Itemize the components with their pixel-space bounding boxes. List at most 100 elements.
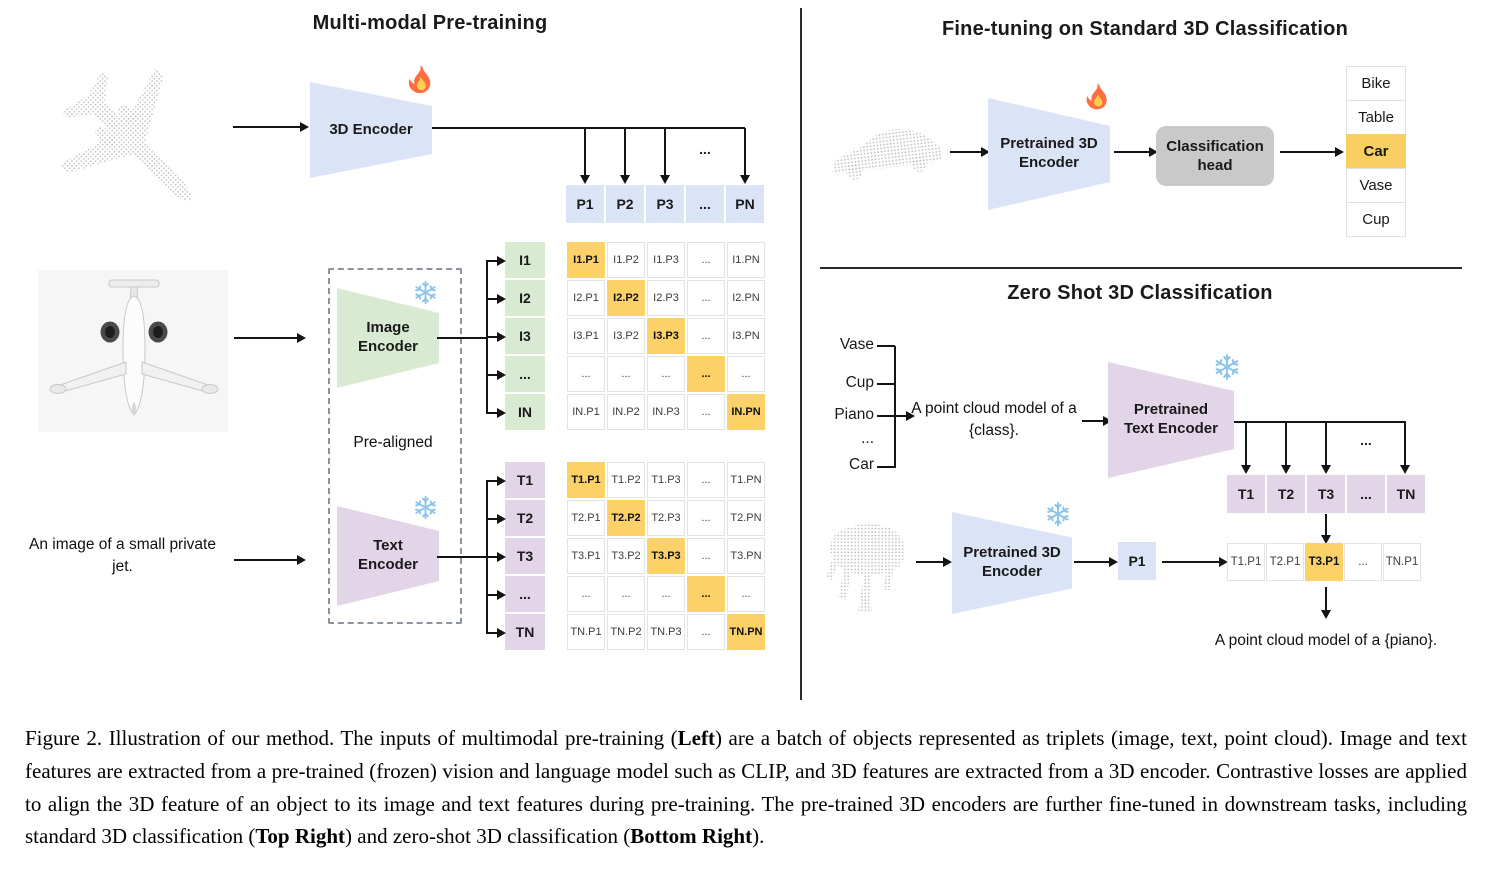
caption-segment: ) and zero-shot 3D classification ( [345, 824, 631, 849]
car-point-cloud [832, 128, 943, 180]
arrow-classes-to-prompt [877, 411, 915, 421]
arrow-to-p2 [620, 128, 630, 184]
t-cell-5: TN [1387, 475, 1425, 513]
t-cell-2: T2 [1267, 475, 1305, 513]
text-matrix-cell-r2c4: ... [687, 500, 725, 536]
airplane-point-cloud [58, 67, 192, 201]
image-label-3: I3 [505, 318, 545, 354]
zeroshot-class-4: ... [861, 430, 874, 447]
text-label-2: T2 [505, 500, 545, 536]
p-cell-4: ... [686, 185, 724, 223]
pre-aligned-label: Pre-aligned [353, 434, 433, 451]
image-matrix-cell-r5c5: IN.PN [727, 394, 765, 430]
result-cell-4: ... [1344, 543, 1382, 581]
image-matrix-cell-r1c4: ... [687, 242, 725, 278]
result-cell-5: TN.P1 [1383, 543, 1421, 581]
result-cell-1: T1.P1 [1227, 543, 1265, 581]
image-encoder-output-line [437, 337, 487, 339]
text-matrix-cell-r1c4: ... [687, 462, 725, 498]
image-matrix-cell-r5c4: ... [687, 394, 725, 430]
arrow-pointcloud-to-3d-encoder [233, 122, 309, 132]
text-point-similarity-matrix: T1.P1 T1.P2 T1.P3... T1.PN T2.P1 T2.P2 T2.P3..… [567, 462, 765, 650]
class-option-4: Vase [1346, 168, 1406, 203]
pretrained-3d-encoder-ft-label: Pretrained 3D Encoder [1000, 135, 1098, 171]
zeroshot-title: Zero Shot 3D Classification [1007, 282, 1273, 304]
text-matrix-cell-r1c2: T1.P2 [607, 462, 645, 498]
text-matrix-cell-r3c5: T3.PN [727, 538, 765, 574]
class-option-5: Cup [1346, 202, 1406, 237]
bracket-arrow-10 [486, 628, 506, 638]
t-cell-3: T3 [1307, 475, 1345, 513]
text-matrix-cell-r1c1: T1.P1 [567, 462, 605, 498]
zeroshot-class-5: Car [849, 456, 874, 473]
arrow-prompt-to-text-encoder [1082, 416, 1112, 426]
class-option-2: Table [1346, 100, 1406, 135]
arrow-encoder-to-head [1114, 147, 1158, 157]
p1-cell: P1 [1118, 542, 1156, 580]
bracket-arrow-1 [486, 256, 506, 266]
text-label-3: T3 [505, 538, 545, 574]
image-matrix-cell-r2c4: ... [687, 280, 725, 316]
text-matrix-cell-r2c3: T2.P3 [647, 500, 685, 536]
image-matrix-cell-r3c3: I3.P3 [647, 318, 685, 354]
image-label-4: ... [505, 356, 545, 392]
text-encoder-output-line-zs [1234, 421, 1406, 423]
bracket-arrow-6 [486, 476, 506, 486]
arrow-result-to-text [1321, 587, 1331, 619]
t-cell-1: T1 [1227, 475, 1265, 513]
arrow-to-pn [740, 128, 750, 184]
image-point-similarity-matrix: I1.P1 I1.P2 I1.P3... I1.PN I2.P1 I2.P2 I2.P3..… [567, 242, 765, 430]
bracket-arrow-3 [486, 332, 506, 342]
text-matrix-cell-r2c1: T2.P1 [567, 500, 605, 536]
bracket-arrow-2 [486, 294, 506, 304]
text-matrix-cell-r1c3: T1.P3 [647, 462, 685, 498]
p-cell-5: PN [726, 185, 764, 223]
image-label-2: I2 [505, 280, 545, 316]
text-matrix-cell-r5c4: ... [687, 614, 725, 650]
image-matrix-cell-r3c5: I3.PN [727, 318, 765, 354]
encoder-3d-label: 3D Encoder [329, 120, 413, 138]
text-matrix-cell-r3c4: ... [687, 538, 725, 574]
caption-bold-segment: Bottom Right [630, 824, 753, 849]
pre-aligned-box [328, 268, 462, 624]
horizontal-divider [820, 267, 1462, 269]
arrow-photo-to-image-encoder [234, 333, 306, 343]
text-matrix-cell-r3c1: T3.P1 [567, 538, 605, 574]
figure-caption: Figure 2. Illustration of our method. Th… [25, 722, 1467, 853]
bracket-arrow-7 [486, 514, 506, 524]
image-matrix-cell-r3c4: ... [687, 318, 725, 354]
text-matrix-cell-r3c2: T3.P2 [607, 538, 645, 574]
zeroshot-result-text: A point cloud model of a {piano}. [1214, 632, 1438, 649]
bracket-arrow-8 [486, 552, 506, 562]
arrow-trow-to-result [1321, 514, 1331, 544]
vertical-divider [800, 8, 802, 700]
ellipsis-p-drops: ... [699, 141, 711, 157]
text-encoder-output-line [437, 556, 487, 558]
bracket-tick-vase [877, 345, 895, 347]
text-matrix-cell-r4c1: ... [567, 576, 605, 612]
arrow-to-tn [1400, 422, 1410, 474]
arrow-to-t2 [1281, 422, 1291, 474]
zeroshot-class-1: Vase [839, 336, 874, 353]
pretrained-3d-encoder-ft: Pretrained 3D Encoder [988, 98, 1110, 210]
text-label-5: TN [505, 614, 545, 650]
encoder-3d-output-line [432, 127, 745, 129]
arrow-p1-to-result [1162, 557, 1228, 567]
arrow-piano-to-encoder [916, 557, 952, 567]
arrow-encoder-to-p1 [1074, 557, 1118, 567]
image-matrix-cell-r4c5: ... [727, 356, 765, 392]
classification-head-label: Classification head [1166, 137, 1264, 175]
flame-icon [404, 64, 436, 96]
encoder-3d: 3D Encoder [310, 82, 432, 178]
text-label-1: T1 [505, 462, 545, 498]
image-matrix-cell-r2c5: I2.PN [727, 280, 765, 316]
image-matrix-cell-r3c2: I3.P2 [607, 318, 645, 354]
bracket-arrow-4 [486, 370, 506, 380]
arrow-to-p3 [660, 128, 670, 184]
text-matrix-cell-r4c3: ... [647, 576, 685, 612]
class-list: Bike Table Car Vase Cup [1346, 66, 1406, 237]
ellipsis-t-drops: ... [1360, 432, 1372, 448]
text-matrix-cell-r5c1: TN.P1 [567, 614, 605, 650]
caption-segment: ) are a batch of objects represented as … [25, 726, 1467, 849]
